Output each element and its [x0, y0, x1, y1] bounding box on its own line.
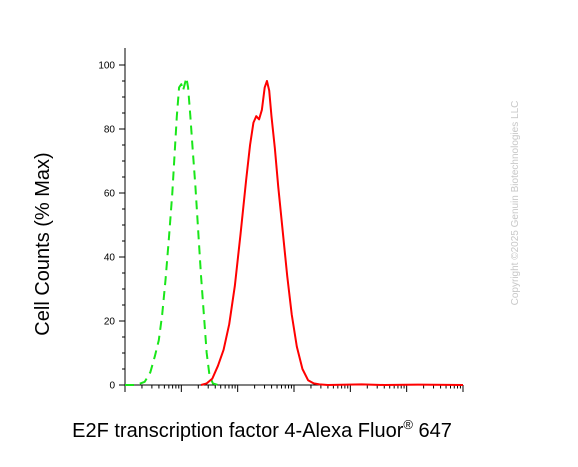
y-tick-label: 100	[98, 61, 115, 72]
x-axis-title-suffix: 647	[413, 420, 452, 442]
copyright-watermark: Copyright ©2025 Genuin Biotechnologies L…	[510, 101, 521, 306]
y-tick-label: 40	[104, 253, 116, 264]
plot-area	[125, 76, 464, 386]
x-axis	[124, 384, 464, 392]
series-line-sample	[200, 80, 464, 386]
x-axis-title: E2F transcription factor 4-Alexa Fluor® …	[72, 417, 452, 442]
series-line-control	[125, 76, 219, 386]
x-axis-title-registered-mark: ®	[403, 417, 413, 432]
y-tick-label: 20	[104, 317, 116, 328]
y-axis: 0 20 40 60 80 100	[98, 48, 126, 392]
y-tick-label: 60	[104, 189, 116, 200]
y-tick-label: 0	[109, 381, 115, 392]
y-tick-label: 80	[104, 125, 116, 136]
x-axis-title-main: E2F transcription factor 4-Alexa Fluor	[72, 420, 404, 442]
y-axis-title: Cell Counts (% Max)	[32, 152, 54, 335]
